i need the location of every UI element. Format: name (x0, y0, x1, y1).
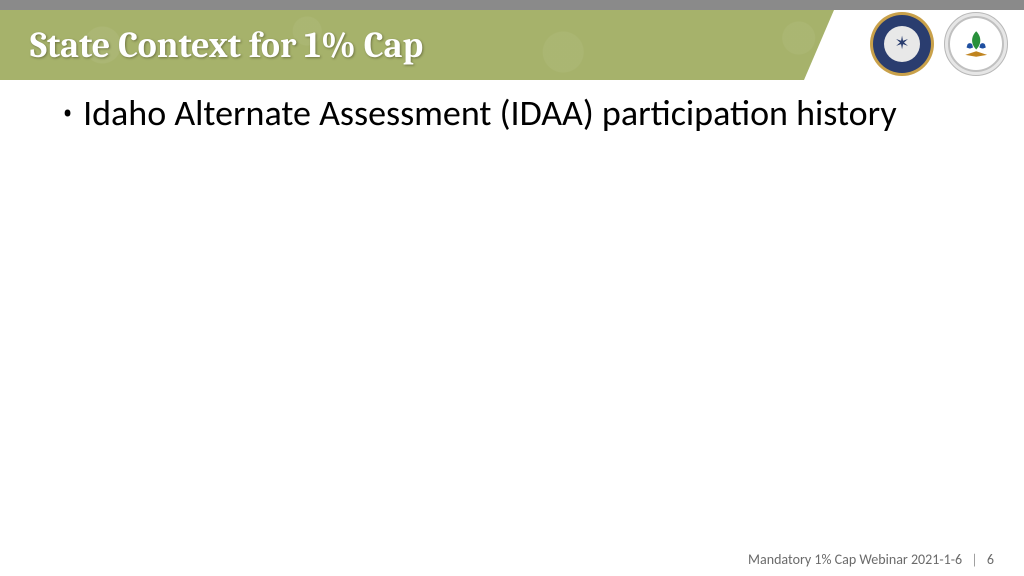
seal-group: ✶ (870, 12, 1008, 76)
footer-separator-icon: | (971, 551, 977, 568)
page-number: 6 (987, 551, 994, 568)
bullet-text: Idaho Alternate Assessment (IDAA) partic… (83, 92, 897, 134)
seal-glyph: ✶ (884, 26, 920, 62)
slide-title: State Context for 1% Cap (0, 25, 423, 66)
special-ed-logo-icon (958, 24, 994, 64)
top-grey-band (0, 0, 1024, 10)
special-education-seal-icon (944, 12, 1008, 76)
bullet-marker-icon: • (60, 92, 75, 132)
body-content: • Idaho Alternate Assessment (IDAA) part… (60, 92, 984, 134)
slide-footer: Mandatory 1% Cap Webinar 2021-1-6 | 6 (748, 551, 994, 568)
footer-label: Mandatory 1% Cap Webinar 2021-1-6 (748, 551, 962, 568)
dept-of-education-seal-icon: ✶ (870, 12, 934, 76)
bullet-item: • Idaho Alternate Assessment (IDAA) part… (60, 92, 984, 134)
slide: State Context for 1% Cap ✶ (0, 0, 1024, 576)
